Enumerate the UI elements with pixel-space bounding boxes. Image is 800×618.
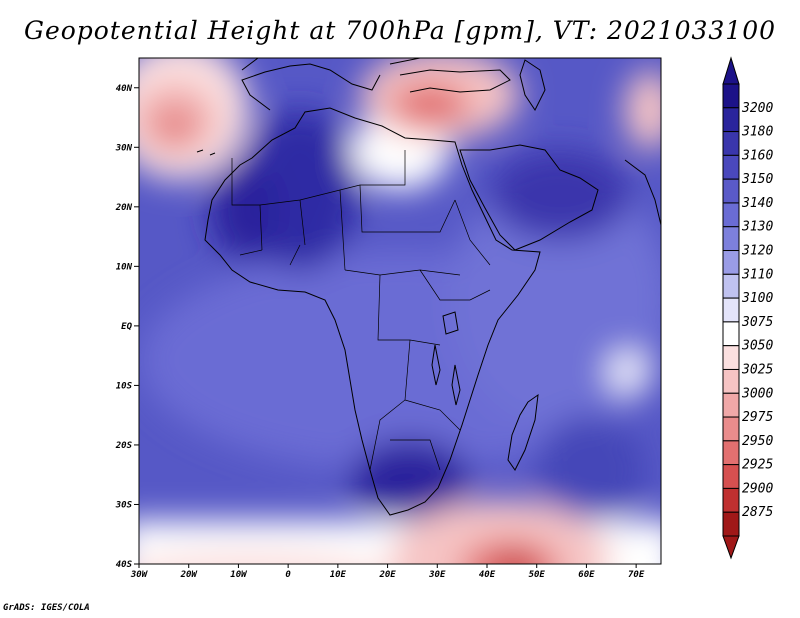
colorbar-swatch	[722, 487, 740, 513]
colorbar-swatch	[722, 273, 740, 299]
colorbar-label: 3000	[741, 386, 773, 401]
colorbar-label: 3100	[741, 291, 773, 306]
longitude-axis: 30W 20W 10W 0 10E 20E 30E 40E 50E 60E 70E	[130, 564, 645, 580]
colorbar-label: 2925	[742, 458, 773, 473]
lat-tick-label: 10N	[116, 262, 133, 272]
height-field	[139, 58, 661, 564]
colorbar-label: 3050	[741, 339, 773, 354]
colorbar-swatch	[722, 178, 740, 204]
colorbar-label: 2875	[742, 505, 773, 520]
colorbar-label: 3120	[741, 244, 773, 259]
colorbar-swatch	[722, 202, 740, 228]
lon-tick-label: 30E	[428, 570, 446, 580]
colorbar-swatch	[722, 250, 740, 275]
colorbar-swatch	[722, 368, 740, 394]
colorbar-label: 3180	[741, 125, 773, 140]
colorbar-label: 3150	[741, 172, 773, 187]
lat-tick-label: 40S	[116, 560, 133, 570]
colorbar-swatch	[722, 345, 740, 370]
colorbar-swatch	[722, 297, 740, 323]
lon-tick-label: 60E	[578, 570, 595, 580]
lon-tick-label: 40E	[479, 570, 496, 580]
country-borders	[231, 150, 491, 471]
colorbar-swatch	[722, 511, 740, 537]
colorbar-top-arrow	[722, 56, 740, 85]
colorbar-swatch	[722, 392, 740, 418]
latitude-axis: 40N 30N 20N 10N EQ 10S 20S 30S 40S	[115, 84, 139, 570]
lat-tick-label: 40N	[116, 84, 133, 94]
colorbar-swatch	[722, 131, 740, 156]
colorbar-label: 3140	[741, 196, 773, 211]
lat-tick-label: 10S	[116, 381, 133, 391]
colorbar-label: 2900	[742, 481, 773, 496]
colorbar-label: 3130	[741, 220, 773, 235]
lon-tick-label: 10E	[330, 570, 347, 580]
colorbar-swatch	[722, 83, 740, 109]
lon-tick-label: 50E	[529, 570, 546, 580]
colorbar-swatch	[722, 154, 740, 180]
lon-tick-label: 70E	[628, 570, 645, 580]
colorbar-swatch	[722, 107, 740, 133]
lon-tick-label: 0	[285, 570, 291, 580]
colorbar-label: 3075	[741, 315, 773, 330]
colorbar-label: 3200	[741, 101, 773, 116]
colorbar-swatch	[722, 226, 740, 252]
colorbar-bottom-arrow	[722, 535, 740, 560]
lat-tick-label: 30N	[115, 143, 133, 153]
map-title: Geopotential Height at 700hPa [gpm], VT:…	[23, 16, 777, 45]
coastlines	[196, 58, 661, 516]
colorbar: 3200 3180 3160 3150 3140 3130 3120 3110 3100 3075…	[722, 56, 773, 560]
plot-frame	[138, 57, 662, 565]
colorbar-swatch	[722, 440, 740, 466]
colorbar-label: 2950	[742, 434, 773, 449]
colorbar-label: 3025	[741, 362, 773, 377]
colorbar-swatch	[722, 321, 740, 347]
lat-tick-label: 20S	[115, 441, 133, 451]
colorbar-swatch	[722, 416, 740, 442]
lat-tick-label: EQ	[121, 322, 132, 332]
footer-credit: GrADS: IGES/COLA	[3, 603, 90, 613]
colorbar-label: 3110	[741, 267, 773, 282]
lat-tick-label: 30S	[115, 500, 133, 510]
lon-tick-label: 30W	[130, 570, 149, 580]
colorbar-swatch	[722, 464, 740, 489]
colorbar-label: 3160	[741, 148, 773, 163]
lon-tick-label: 10W	[230, 570, 248, 580]
lon-tick-label: 20E	[378, 570, 396, 580]
lon-tick-label: 20W	[180, 570, 199, 580]
lat-tick-label: 20N	[115, 203, 133, 213]
colorbar-label: 2975	[742, 410, 773, 425]
